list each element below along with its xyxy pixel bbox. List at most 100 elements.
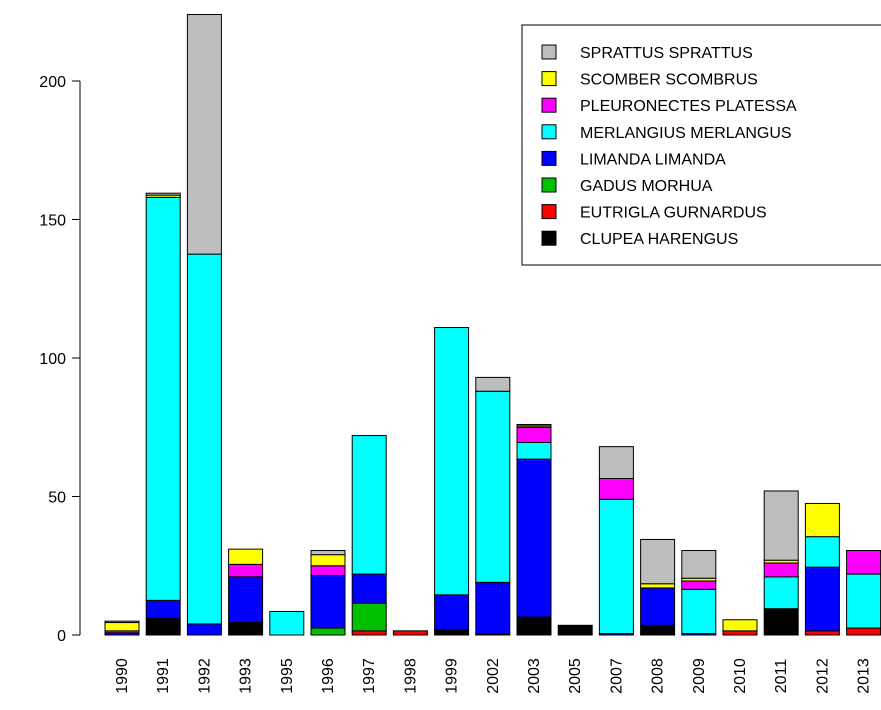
x-tick-label: 2008 bbox=[650, 658, 667, 694]
bar-segment bbox=[598, 498, 634, 635]
bar-segment bbox=[640, 587, 676, 626]
legend-entry-label: EUTRIGLA GURNARDUS bbox=[580, 205, 767, 222]
legend-entry-label: MERLANGIUS MERLANGUS bbox=[580, 125, 792, 142]
y-tick-label: 200 bbox=[39, 74, 66, 91]
bar-segment bbox=[145, 617, 181, 636]
bar-segment bbox=[186, 253, 222, 625]
bar-segment bbox=[145, 192, 181, 196]
legend-box bbox=[521, 24, 881, 266]
bar-segment bbox=[763, 576, 799, 610]
bar-segment bbox=[104, 620, 140, 624]
y-tick-label: 100 bbox=[39, 351, 66, 368]
bar-segment bbox=[475, 581, 511, 635]
legend-entry-label: GADUS MORHUA bbox=[580, 178, 713, 195]
bar-segment bbox=[475, 376, 511, 392]
x-axis-labels: 1990 1991 1992 1993 1995 1996 1997 1998 1999 2002… bbox=[114, 658, 873, 694]
bar-segment bbox=[269, 610, 305, 636]
x-tick-label: 2011 bbox=[773, 659, 790, 694]
bar-segment bbox=[681, 550, 717, 579]
bar-segment bbox=[434, 594, 470, 630]
bar-segment bbox=[186, 623, 222, 636]
bar-segment bbox=[557, 624, 593, 636]
x-tick-label: 2007 bbox=[608, 658, 625, 694]
legend-swatch bbox=[541, 124, 557, 140]
bar-segment bbox=[763, 490, 799, 561]
x-tick-label: 1992 bbox=[196, 658, 213, 694]
x-tick-label: 2005 bbox=[567, 658, 584, 694]
x-tick-label: 2003 bbox=[526, 658, 543, 694]
bar-segment bbox=[310, 565, 346, 576]
x-tick-label: 1990 bbox=[114, 658, 131, 694]
bar-segment bbox=[681, 580, 717, 590]
bar-segment bbox=[804, 630, 840, 636]
x-tick-label: 2002 bbox=[485, 658, 502, 694]
legend: SPRATTUS SPRATTUS SCOMBER SCOMBRUS PLEURON… bbox=[521, 24, 881, 266]
legend-swatch bbox=[541, 230, 557, 246]
legend-entry-label: SPRATTUS SPRATTUS bbox=[580, 45, 753, 62]
bar-segment bbox=[804, 502, 840, 538]
legend-entry-label: PLEURONECTES PLATESSA bbox=[580, 98, 797, 115]
legend-entry-label: CLUPEA HARENGUS bbox=[580, 231, 738, 248]
bar-segment bbox=[228, 548, 264, 565]
bar-segment bbox=[392, 630, 428, 636]
bar-segment bbox=[228, 563, 264, 578]
legend-swatch bbox=[541, 204, 557, 220]
bar-segment bbox=[722, 619, 758, 632]
bar-segment bbox=[640, 538, 676, 585]
bar-segment bbox=[763, 608, 799, 636]
bar-segment bbox=[351, 602, 387, 632]
bar-segment bbox=[475, 390, 511, 583]
x-tick-label: 2009 bbox=[691, 658, 708, 694]
bar-segment bbox=[310, 627, 346, 636]
legend-swatch bbox=[541, 44, 557, 60]
x-tick-label: 1993 bbox=[238, 658, 255, 694]
bar-segment bbox=[804, 536, 840, 568]
bar-segment bbox=[846, 627, 881, 636]
bar-segment bbox=[722, 630, 758, 636]
bar-segment bbox=[516, 441, 552, 460]
legend-swatch bbox=[541, 177, 557, 193]
bar-segment bbox=[228, 622, 264, 636]
bar-segment bbox=[640, 583, 676, 589]
bar-segment bbox=[763, 562, 799, 578]
bar-segment bbox=[228, 576, 264, 624]
x-tick-label: 1997 bbox=[361, 658, 378, 694]
y-axis: 0 50 100 150 200 bbox=[39, 74, 81, 645]
bar-segment bbox=[598, 477, 634, 500]
bar-segment bbox=[598, 446, 634, 479]
bar-segment bbox=[516, 458, 552, 618]
x-tick-label: 2010 bbox=[732, 658, 749, 694]
x-tick-label: 1996 bbox=[320, 658, 337, 694]
bar-segment bbox=[145, 599, 181, 619]
bar-segment bbox=[516, 423, 552, 427]
bar-segment bbox=[640, 624, 676, 636]
legend-swatch bbox=[541, 97, 557, 113]
bar-segment bbox=[104, 622, 140, 632]
x-tick-label: 2013 bbox=[856, 658, 873, 694]
bars bbox=[104, 14, 881, 636]
bar-segment bbox=[351, 435, 387, 575]
x-tick-label: 1995 bbox=[279, 658, 296, 694]
bar-segment bbox=[186, 14, 222, 255]
legend-entry-label: LIMANDA LIMANDA bbox=[580, 151, 726, 168]
bar-segment bbox=[310, 554, 346, 567]
bar-segment bbox=[516, 426, 552, 443]
legend-entry-label: SCOMBER SCOMBRUS bbox=[580, 72, 758, 89]
bar-segment bbox=[145, 196, 181, 601]
bar-segment bbox=[351, 630, 387, 636]
bar-segment bbox=[846, 573, 881, 629]
bar-segment bbox=[846, 550, 881, 575]
x-tick-label: 2012 bbox=[814, 658, 831, 694]
legend-swatch bbox=[541, 150, 557, 166]
bar-segment bbox=[434, 327, 470, 596]
y-tick-label: 50 bbox=[48, 490, 66, 507]
bar-segment bbox=[516, 616, 552, 636]
x-tick-label: 1998 bbox=[402, 658, 419, 694]
bar-segment bbox=[310, 574, 346, 629]
x-tick-label: 1999 bbox=[444, 658, 461, 694]
x-tick-label: 1991 bbox=[155, 658, 172, 694]
y-tick-label: 150 bbox=[39, 213, 66, 230]
bar-segment bbox=[681, 588, 717, 635]
y-tick-label: 0 bbox=[57, 628, 66, 645]
